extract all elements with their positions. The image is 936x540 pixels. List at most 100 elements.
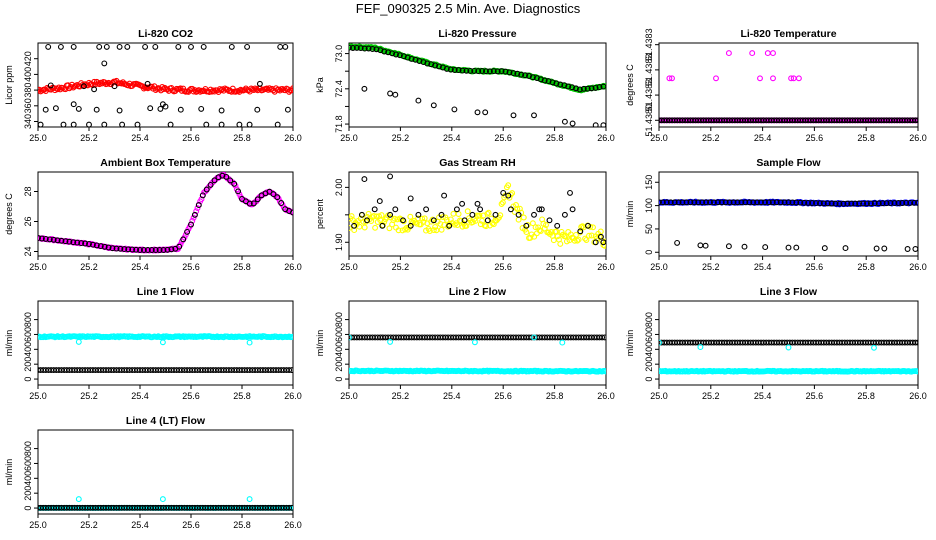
data-point [758,199,764,206]
data-point [60,121,67,127]
data-point [873,245,880,252]
data-point [392,91,399,98]
x-tick-label: 25.4 [754,262,772,272]
data-point [785,344,792,351]
data-point [426,228,433,234]
data-point [567,189,573,196]
data-point [527,234,534,241]
data-point [532,224,539,231]
x-tick-label: 25.4 [131,391,149,401]
data-point [387,90,394,97]
data-point [424,60,431,67]
series-dips [75,338,253,346]
chart-title: Sample Flow [756,157,821,169]
data-point [46,236,53,243]
data-point [797,199,804,206]
data-point [361,45,368,52]
data-point [915,117,918,124]
x-tick-label: 25.6 [182,391,200,401]
data-point [479,217,486,224]
data-point [697,344,704,351]
data-point [600,83,606,90]
data-point [505,192,512,199]
data-point [124,43,131,50]
data-point [588,232,595,239]
data-point [881,245,888,252]
data-point [378,212,385,219]
figure-title: FEF_090325 2.5 Min. Ave. Diagnostics [355,1,581,16]
data-point [286,367,293,374]
data-point [856,200,863,207]
data-point [351,222,358,229]
data-point [390,217,397,224]
data-point [588,85,595,92]
data-point [860,200,867,207]
data-point [558,228,565,235]
data-point [883,200,890,207]
data-point [376,198,383,205]
y-axis-label: ml/min [4,459,14,486]
data-point [793,244,800,251]
y-tick-label: 73.0 [334,45,344,63]
plot-frame [658,42,919,128]
data-point [541,77,548,84]
y-tick-label: 800 [23,441,33,456]
data-point [203,186,210,193]
data-point [697,242,704,249]
data-point [600,122,606,127]
data-point [393,51,399,58]
plot-frame [348,300,607,386]
chart-title: Li-820 Temperature [740,28,836,40]
data-point [788,75,795,82]
data-point [603,368,606,375]
data-point [531,211,537,218]
data-point [765,199,772,206]
data-point [358,211,365,218]
y-axis-label: kPa [315,77,325,93]
x-tick-label: 25.4 [131,520,149,530]
x-tick-label: 25.0 [29,520,47,530]
data-point [506,69,513,76]
series-dips [349,334,566,346]
x-tick-label: 25.6 [182,262,200,272]
data-point [75,496,82,503]
data-point [879,200,886,207]
data-point [746,199,753,206]
x-tick-label: 25.4 [131,133,149,143]
y-tick-label: 400 [334,342,344,357]
data-point [571,237,578,244]
data-point [415,97,422,104]
data-point [274,121,281,127]
data-point [140,85,147,92]
data-point [502,68,509,75]
data-point [543,222,549,228]
data-point [144,80,151,87]
y-tick-label: 0 [23,377,33,382]
data-point [210,87,217,94]
x-tick-label: 25.2 [702,262,720,272]
data-point [446,222,453,229]
data-point [467,67,474,74]
data-point [777,199,784,206]
data-point [911,199,918,206]
data-point [407,195,414,202]
data-point [256,80,263,87]
data-point [840,200,847,207]
data-point [437,220,444,227]
data-point [773,199,780,206]
data-point [725,50,732,57]
plot-frame [37,300,294,386]
data-point [561,211,568,218]
data-point [582,235,589,242]
data-point [471,339,478,346]
data-point [156,247,163,253]
data-point [421,215,428,222]
data-point [91,86,98,93]
data-point [450,210,457,217]
y-axis-label: degrees C [4,193,14,235]
y-tick-label: 0 [644,377,654,382]
data-point [553,80,560,87]
y-tick-label: 26 [23,216,33,226]
data-point [290,504,293,511]
x-tick-label: 25.4 [443,262,461,272]
